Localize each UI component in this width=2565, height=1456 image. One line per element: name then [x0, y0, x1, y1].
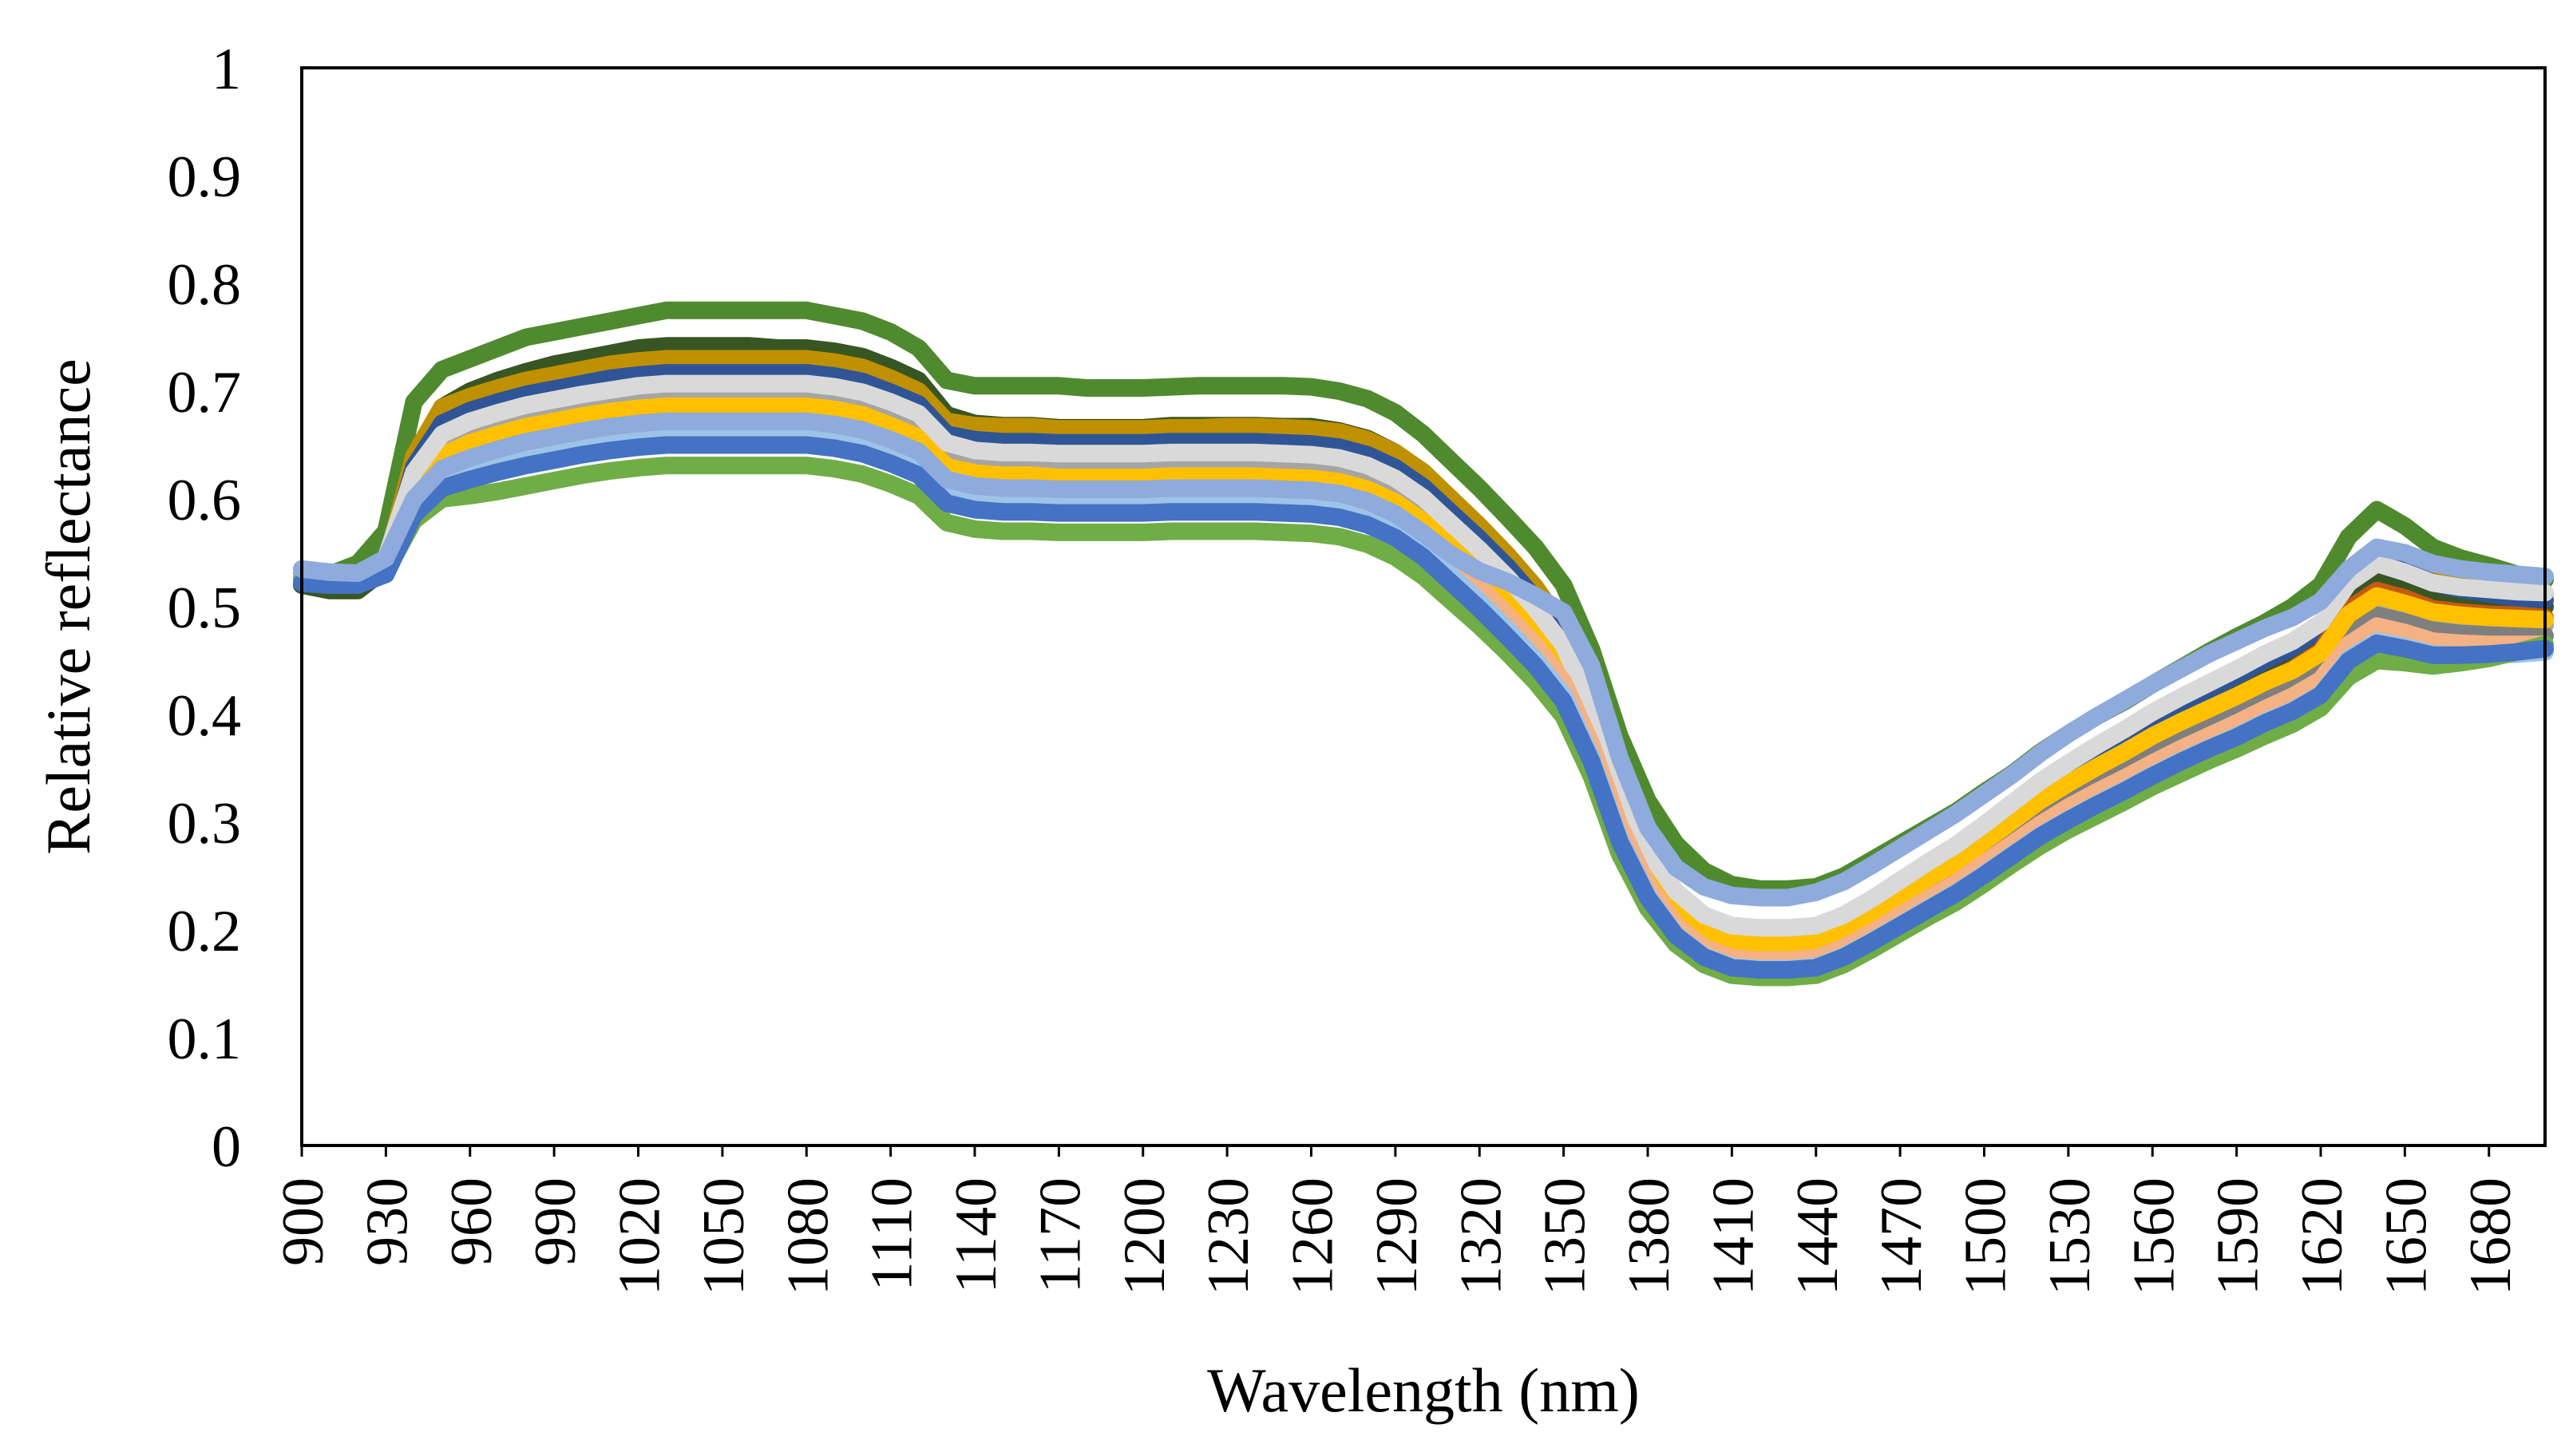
x-tick-label: 960	[439, 1177, 505, 1266]
x-tick-label: 1410	[1700, 1177, 1766, 1296]
y-tick-label: 0.4	[168, 683, 242, 749]
x-tick-label: 1590	[2206, 1177, 2271, 1296]
series-layer	[293, 301, 2554, 987]
x-tick-label: 1560	[2121, 1177, 2187, 1296]
y-tick-label: 0.6	[168, 468, 242, 533]
y-tick-label: 0.7	[168, 360, 242, 425]
x-axis-title: Wavelength (nm)	[1207, 1355, 1640, 1425]
x-tick-label: 1020	[608, 1177, 673, 1296]
y-tick-label: 1	[212, 37, 241, 102]
x-tick-label: 900	[271, 1177, 336, 1266]
x-axis-ticks: 900 930 960 990 1020 1050 1080 1110 1140 1170 1200…	[271, 1145, 2523, 1296]
x-tick-label: 1290	[1364, 1177, 1430, 1296]
series-line-12	[293, 457, 2554, 987]
x-tick-label: 1200	[1112, 1177, 1178, 1296]
x-tick-label: 1650	[2373, 1177, 2439, 1296]
x-tick-label: 1470	[1869, 1177, 1934, 1296]
x-tick-label: 990	[523, 1177, 588, 1266]
y-tick-label: 0.3	[168, 791, 242, 857]
y-tick-label: 0.5	[168, 576, 242, 641]
x-tick-label: 930	[354, 1177, 420, 1266]
y-tick-label: 0.2	[168, 899, 242, 964]
y-tick-label: 0.1	[168, 1007, 242, 1072]
x-tick-label: 1620	[2290, 1177, 2355, 1296]
x-tick-label: 1170	[1027, 1177, 1093, 1293]
series-line-8	[293, 397, 2554, 952]
x-tick-label: 1680	[2458, 1177, 2523, 1296]
x-tick-label: 1080	[775, 1177, 841, 1296]
x-tick-label: 1380	[1617, 1177, 1682, 1296]
x-tick-label: 1500	[1953, 1177, 2019, 1296]
x-tick-label: 1110	[860, 1177, 925, 1292]
series-line-9	[293, 374, 2554, 937]
series-line-14	[293, 412, 2554, 907]
y-axis-title: Relative reflectance	[34, 358, 103, 854]
x-tick-label: 1440	[1785, 1177, 1851, 1296]
y-axis-ticks: 0 0.1 0.2 0.3 0.4 0.5 0.6 0.7 0.8 0.9 1	[168, 37, 242, 1180]
series-line-13	[293, 436, 2554, 979]
x-tick-label: 1140	[944, 1177, 1009, 1293]
x-tick-label: 1260	[1281, 1177, 1346, 1296]
plot-area-border	[300, 66, 2547, 1147]
x-tick-label: 1230	[1196, 1177, 1261, 1296]
y-tick-label: 0	[212, 1114, 241, 1180]
x-tick-label: 1350	[1533, 1177, 1598, 1296]
y-tick-label: 0.9	[168, 144, 242, 210]
y-tick-label: 0.8	[168, 252, 242, 318]
x-tick-label: 1530	[2037, 1177, 2103, 1296]
x-tick-label: 1320	[1448, 1177, 1514, 1296]
x-tick-label: 1050	[691, 1177, 757, 1296]
